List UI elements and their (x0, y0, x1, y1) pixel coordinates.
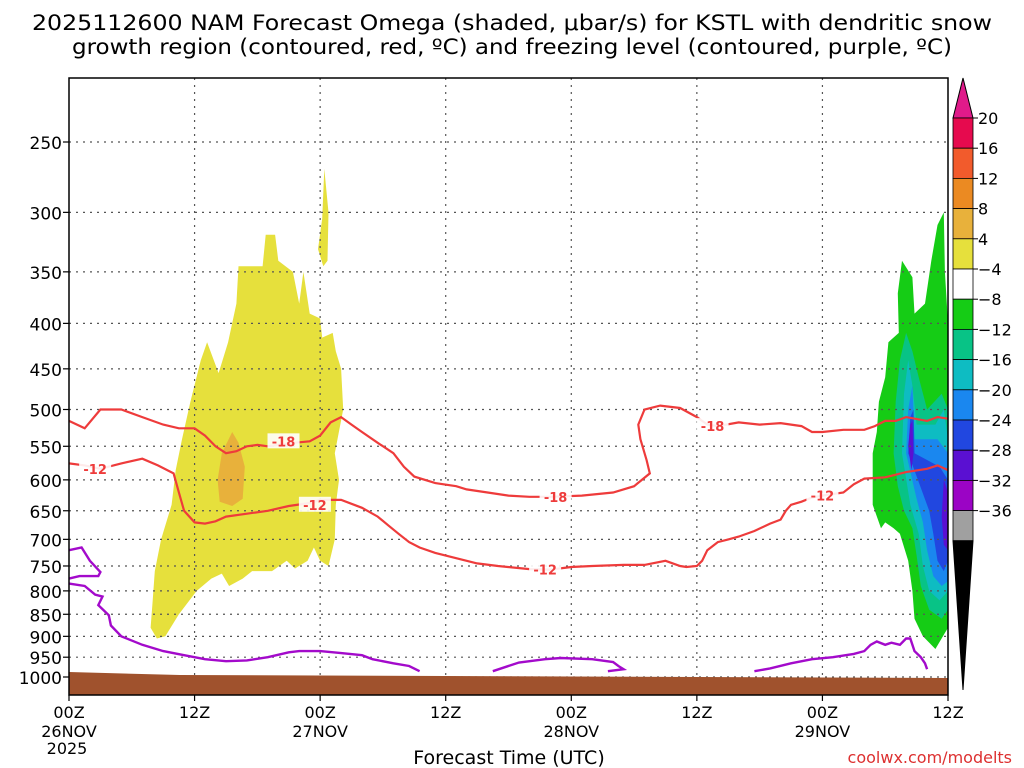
credit-text: coolwx.com/modelts (848, 748, 1012, 767)
colorbar-segment (952, 510, 974, 542)
y-tick-label: 400 (30, 315, 62, 335)
dgz-contour-label-text: -18 (701, 420, 725, 435)
plot-frame (68, 77, 949, 696)
y-tick-label: 1000 (19, 669, 62, 689)
colorbar-segment (952, 359, 974, 391)
y-tick-label: 850 (30, 606, 62, 626)
colorbar-label: −24 (978, 411, 1012, 430)
x-tick-label: 12Z (179, 703, 210, 722)
omega-negative-24-region (908, 420, 914, 471)
omega-positive-4-region (150, 234, 344, 639)
freezing-level-contour-a (68, 546, 102, 580)
colorbar: 20 16 12 8 4 −4 −8 −12 −16 −20 −24 −28 −32 −36 (952, 77, 1012, 691)
dgz-contour-label-bg (267, 433, 300, 449)
x-tick-year-label: 2025 (47, 739, 88, 758)
dgz-contour-label: -12 (79, 460, 112, 478)
colorbar-label: −32 (978, 471, 1012, 490)
dgz-contour-label: -12 (298, 496, 331, 514)
dgz-contour-label: -12 (806, 487, 839, 505)
colorbar-label: −16 (978, 351, 1012, 370)
dgz-contour-label-text: -12 (303, 499, 327, 514)
colorbar-segment (952, 208, 974, 240)
x-tick-label: 00Z (556, 703, 587, 722)
omega-negative-20-region (908, 409, 948, 572)
grid-lines (69, 78, 948, 695)
x-axis-label: Forecast Time (UTC) (413, 747, 604, 768)
x-tick-label: 12Z (681, 703, 712, 722)
x-tick-label: 00Z (304, 703, 335, 722)
colorbar-segment (952, 389, 974, 421)
chart-title-line-1: 2025112600 NAM Forecast Omega (shaded, μ… (32, 11, 992, 35)
colorbar-label: −20 (978, 381, 1012, 400)
x-tick-label: 00Z (53, 703, 84, 722)
omega-positive-4-upper-region (318, 168, 329, 267)
colorbar-segment (952, 147, 974, 179)
x-tick-label: 00Z (807, 703, 838, 722)
dgz-contour-label-text: -12 (811, 490, 835, 505)
dgz-contour-label-text: -12 (83, 463, 107, 478)
y-tick-label: 650 (30, 503, 62, 523)
colorbar-label: 4 (978, 230, 988, 249)
colorbar-segment (952, 117, 974, 149)
colorbar-label: 20 (978, 109, 998, 128)
y-tick-label: 350 (30, 264, 62, 284)
colorbar-bottom-triangle (952, 540, 974, 691)
y-tick-label: 700 (30, 531, 62, 551)
dgz-contour-label-text: -18 (544, 491, 568, 506)
x-tick-label: 12Z (430, 703, 461, 722)
y-tick-label: 500 (30, 402, 62, 422)
colorbar-label: 12 (978, 169, 998, 188)
colorbar-label: −4 (978, 260, 1002, 279)
dgz-contour-label-bg (298, 496, 331, 512)
x-tick-date-label: 26NOV (41, 722, 97, 741)
dgz-contour-label-text: -12 (533, 564, 557, 579)
colorbar-segment (952, 268, 974, 300)
dgz-contour-label-bg (79, 460, 112, 476)
colorbar-segment (952, 479, 974, 511)
y-tick-label: 750 (30, 558, 62, 578)
colorbar-label: −36 (978, 502, 1012, 521)
chart-title-line-2: growth region (contoured, red, ºC) and f… (72, 35, 952, 59)
x-tick-label: 12Z (932, 703, 963, 722)
dgz-contour-label: -18 (267, 433, 300, 450)
y-tick-label: 900 (30, 628, 62, 648)
dgz-contour-label-bg (806, 487, 839, 503)
y-tick-label: 300 (30, 204, 62, 224)
colorbar-segment (952, 298, 974, 330)
dgz-contour-label: -18 (696, 418, 729, 435)
freezing-level-contour-b (68, 582, 421, 673)
dgz-upper-contour (68, 404, 949, 498)
colorbar-segment (952, 328, 974, 360)
colorbar-label: −8 (978, 290, 1002, 309)
colorbar-segment (952, 177, 974, 209)
omega-negative-24-lower-region (941, 479, 948, 551)
y-tick-label: 950 (30, 649, 62, 669)
dgz-contour-label: -18 (539, 488, 572, 506)
y-tick-label: 800 (30, 583, 62, 603)
colorbar-label: −12 (978, 320, 1012, 339)
y-tick-label: 600 (30, 472, 62, 492)
colorbar-label: 16 (978, 139, 998, 158)
dgz-contour-label-bg (529, 561, 562, 577)
colorbar-label: 8 (978, 200, 988, 219)
x-tick-date-label: 27NOV (292, 722, 348, 741)
colorbar-segment (952, 419, 974, 451)
freezing-level-contour-d (754, 637, 929, 673)
colorbar-segment (952, 238, 974, 270)
x-tick-date-label: 28NOV (543, 722, 599, 741)
dgz-contour-label-bg (696, 418, 729, 434)
ground-terrain (69, 672, 948, 695)
y-tick-label: 450 (30, 361, 62, 381)
dgz-contour-label: -12 (529, 561, 562, 579)
dgz-contour-label-bg (539, 488, 572, 504)
dgz-contour-label-text: -18 (272, 435, 296, 450)
colorbar-top-triangle (952, 77, 974, 119)
y-tick-label: 250 (30, 134, 62, 154)
freezing-level-contour-c (492, 656, 628, 673)
colorbar-label: −28 (978, 441, 1012, 460)
y-tick-label: 550 (30, 438, 62, 458)
x-tick-date-label: 29NOV (795, 722, 851, 741)
colorbar-segment (952, 449, 974, 481)
